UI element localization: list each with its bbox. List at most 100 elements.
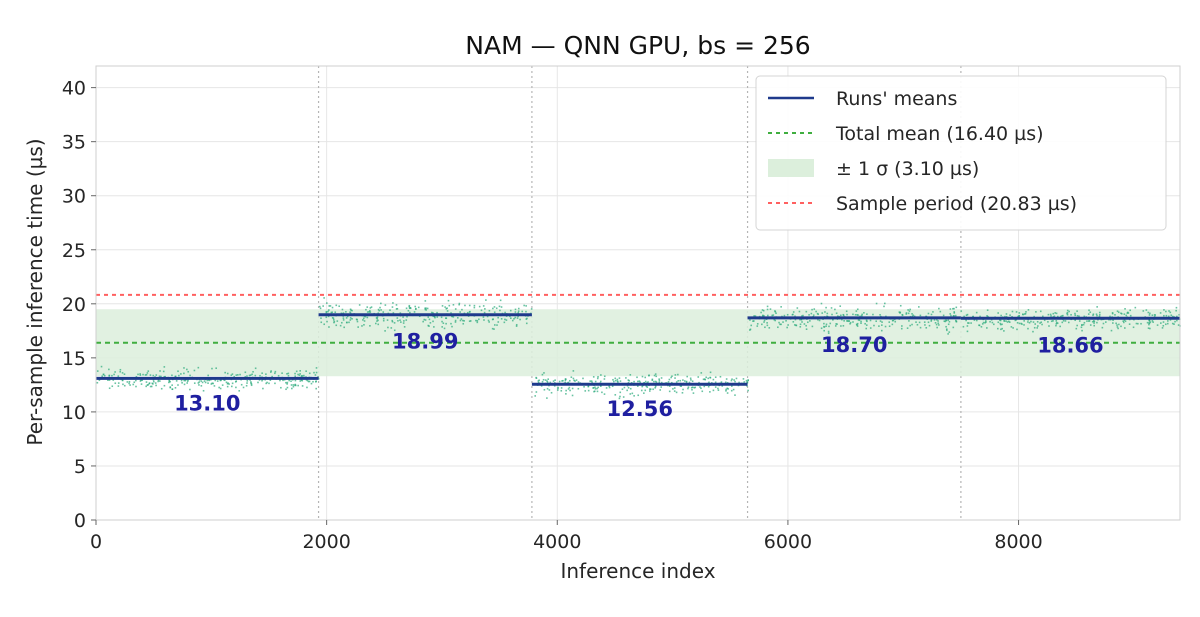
data-point — [986, 327, 988, 329]
data-point — [1088, 309, 1090, 312]
data-point — [422, 320, 424, 323]
data-point — [463, 320, 465, 322]
data-point — [705, 376, 707, 379]
data-point — [184, 379, 187, 382]
data-point — [686, 375, 689, 378]
data-point — [159, 370, 161, 372]
data-point — [329, 305, 332, 307]
data-point — [1170, 314, 1173, 317]
data-point — [999, 323, 1002, 326]
data-point — [103, 374, 106, 377]
data-point — [180, 379, 183, 382]
data-point — [854, 313, 857, 316]
data-point — [406, 315, 408, 318]
data-point — [824, 311, 826, 313]
data-point — [244, 376, 247, 378]
data-point — [424, 319, 427, 321]
data-point — [212, 382, 214, 385]
data-point — [546, 380, 548, 382]
data-point — [154, 382, 157, 384]
data-point — [399, 312, 402, 314]
data-point — [290, 384, 293, 386]
data-point — [238, 390, 241, 392]
data-point — [1126, 312, 1129, 314]
data-point — [432, 312, 434, 314]
data-point — [939, 310, 942, 313]
data-point — [750, 324, 753, 327]
data-point — [966, 330, 969, 333]
data-point — [157, 379, 160, 381]
data-point — [299, 373, 301, 375]
data-point — [548, 389, 551, 391]
data-point — [454, 308, 457, 310]
data-point — [912, 314, 915, 317]
data-point — [1018, 312, 1021, 314]
data-point — [726, 387, 729, 390]
data-point — [560, 389, 563, 392]
data-point — [859, 315, 861, 318]
data-point — [714, 376, 717, 379]
data-point — [305, 370, 307, 372]
data-point — [638, 380, 641, 382]
data-point — [250, 381, 252, 383]
data-point — [640, 389, 643, 392]
data-point — [1161, 327, 1164, 329]
data-point — [377, 312, 380, 314]
data-point — [829, 322, 832, 325]
data-point — [557, 387, 559, 390]
data-point — [614, 394, 617, 396]
data-point — [541, 373, 544, 376]
data-point — [1142, 310, 1145, 312]
data-point — [794, 315, 796, 318]
data-point — [334, 311, 337, 314]
data-point — [345, 317, 348, 319]
data-point — [702, 378, 705, 381]
data-point — [901, 325, 903, 327]
data-point — [122, 383, 124, 386]
data-point — [857, 319, 860, 321]
data-point — [224, 371, 226, 374]
data-point — [414, 305, 417, 308]
data-point — [571, 394, 574, 397]
data-point — [155, 384, 157, 387]
data-point — [517, 311, 520, 314]
data-point — [697, 376, 700, 378]
data-point — [1129, 314, 1132, 317]
data-point — [928, 324, 931, 327]
data-point — [1059, 325, 1061, 328]
data-point — [685, 380, 688, 383]
data-point — [544, 379, 547, 381]
x-tick-label: 8000 — [994, 531, 1042, 553]
data-point — [1146, 321, 1149, 324]
data-point — [677, 380, 680, 382]
plot-frame — [95, 65, 1181, 521]
data-point — [340, 321, 343, 324]
data-point — [966, 325, 969, 327]
data-point — [193, 382, 196, 384]
data-point — [835, 323, 837, 325]
data-point — [1037, 325, 1039, 327]
data-point — [627, 386, 630, 389]
data-point — [245, 384, 248, 387]
data-point — [948, 331, 951, 333]
data-point — [619, 391, 622, 394]
data-point — [288, 379, 290, 382]
data-point — [1120, 325, 1122, 328]
data-point — [557, 386, 559, 389]
data-point — [200, 380, 203, 382]
data-point — [764, 326, 766, 329]
data-point — [654, 386, 656, 389]
data-point — [135, 379, 137, 382]
data-point — [333, 319, 335, 321]
data-point — [505, 319, 508, 321]
data-point — [335, 324, 338, 327]
data-point — [636, 376, 638, 379]
data-point — [1066, 309, 1069, 312]
data-point — [246, 380, 249, 382]
data-point — [561, 380, 563, 382]
data-point — [145, 385, 147, 388]
data-point — [478, 305, 481, 308]
data-point — [911, 315, 914, 318]
data-point — [846, 320, 848, 322]
data-point — [749, 329, 751, 331]
